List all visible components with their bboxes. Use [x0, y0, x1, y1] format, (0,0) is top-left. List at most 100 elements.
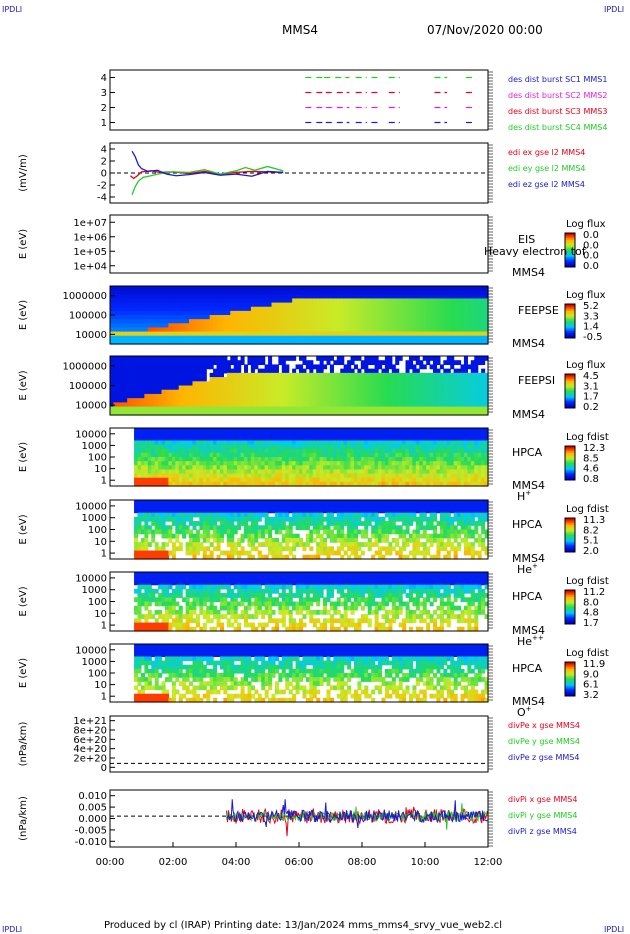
heatmap-cell	[182, 385, 187, 391]
heatmap-cell	[233, 294, 238, 300]
heatmap-cell	[113, 377, 118, 382]
heatmap-cell	[137, 469, 142, 475]
heatmap-cell	[477, 335, 482, 341]
heatmap-cell	[477, 327, 482, 333]
heatmap-cell	[213, 398, 218, 403]
heatmap-cell	[274, 377, 279, 382]
heatmap-cell	[281, 331, 286, 337]
heatmap-cell	[415, 389, 420, 395]
heatmap-cell	[333, 444, 338, 450]
heatmap-cell	[189, 521, 194, 526]
heatmap-cell	[209, 406, 214, 412]
heatmap-cell	[247, 398, 252, 403]
heatmap-cell	[367, 385, 372, 391]
heatmap-cell	[233, 440, 238, 446]
heatmap-cell	[446, 286, 451, 291]
heatmap-cell	[439, 410, 444, 416]
heatmap-cell	[405, 381, 410, 387]
heatmap-cell	[274, 302, 279, 308]
heatmap-cell	[233, 331, 238, 337]
heatmap-cell	[254, 473, 259, 479]
heatmap-cell	[288, 377, 293, 382]
heatmap-cell	[116, 402, 121, 408]
colorbar-cell	[565, 396, 575, 399]
heatmap-cell	[219, 457, 224, 462]
heatmap-cell	[446, 469, 451, 475]
heatmap-cell	[130, 327, 135, 333]
heatmap-cell	[402, 428, 407, 433]
heatmap-cell	[202, 327, 207, 333]
heatmap-cell	[426, 448, 431, 454]
heatmap-cell	[433, 364, 438, 370]
heatmap-cell	[147, 465, 152, 471]
heatmap-cell	[391, 385, 396, 391]
heatmap-cell	[305, 477, 310, 483]
heatmap-cell	[261, 461, 266, 466]
heatmap-cell	[340, 410, 345, 416]
heatmap-cell	[405, 452, 410, 458]
heatmap-cell	[271, 385, 276, 391]
heatmap-cell	[233, 469, 238, 475]
heatmap-cell	[384, 372, 389, 378]
heatmap-cell	[168, 448, 173, 454]
heatmap-cell	[299, 323, 304, 329]
heatmap-cell	[474, 461, 479, 466]
heatmap-cell	[140, 504, 145, 510]
heatmap-cell	[151, 521, 156, 526]
heatmap-cell	[323, 327, 328, 333]
heatmap-cell	[278, 294, 283, 300]
heatmap-cell	[323, 310, 328, 316]
heatmap-cell	[206, 452, 211, 458]
heatmap-cell	[130, 389, 135, 395]
heatmap-cell	[158, 290, 163, 295]
heatmap-cell	[470, 298, 475, 304]
heatmap-cell	[116, 335, 121, 341]
heatmap-cell	[343, 327, 348, 333]
heatmap-cell	[192, 461, 197, 466]
heatmap-cell	[209, 393, 214, 399]
heatmap-cell	[254, 319, 259, 324]
heatmap-cell	[422, 393, 427, 399]
heatmap-cell	[127, 294, 132, 300]
heatmap-cell	[192, 377, 197, 382]
heatmap-cell	[178, 444, 183, 450]
heatmap-cell	[144, 327, 149, 333]
heatmap-cell	[154, 550, 159, 556]
heatmap-cell	[278, 319, 283, 324]
heatmap-cell	[412, 339, 417, 345]
heatmap-cell	[189, 461, 194, 466]
heatmap-cell	[302, 465, 307, 471]
heatmap-cell	[408, 473, 413, 479]
heatmap-cell	[147, 302, 152, 308]
heatmap-cell	[319, 477, 324, 483]
heatmap-cell	[254, 428, 259, 433]
heatmap-cell	[171, 477, 176, 483]
heatmap-cell	[113, 310, 118, 316]
heatmap-cell	[467, 428, 472, 433]
heatmap-cell	[144, 436, 149, 442]
heatmap-cell	[360, 444, 365, 450]
heatmap-cell	[319, 385, 324, 391]
heatmap-cell	[216, 294, 221, 300]
heatmap-cell	[171, 381, 176, 387]
heatmap-cell	[120, 398, 125, 403]
heatmap-cell	[158, 550, 163, 556]
heatmap-cell	[147, 444, 152, 450]
heatmap-cell	[151, 440, 156, 446]
heatmap-cell	[261, 385, 266, 391]
heatmap-cell	[474, 406, 479, 412]
heatmap-cell	[333, 286, 338, 291]
heatmap-cell	[206, 406, 211, 412]
heatmap-cell	[467, 406, 472, 412]
heatmap-cell	[463, 331, 468, 337]
heatmap-cell	[378, 385, 383, 391]
heatmap-cell	[326, 457, 331, 462]
heatmap-cell	[140, 381, 145, 387]
heatmap-cell	[116, 331, 121, 337]
heatmap-cell	[299, 452, 304, 458]
heatmap-cell	[481, 368, 486, 374]
colorbar-tick-label: 12.3	[583, 443, 605, 454]
heatmap-cell	[264, 457, 269, 462]
heatmap-cell	[412, 440, 417, 446]
heatmap-cell	[463, 461, 468, 466]
